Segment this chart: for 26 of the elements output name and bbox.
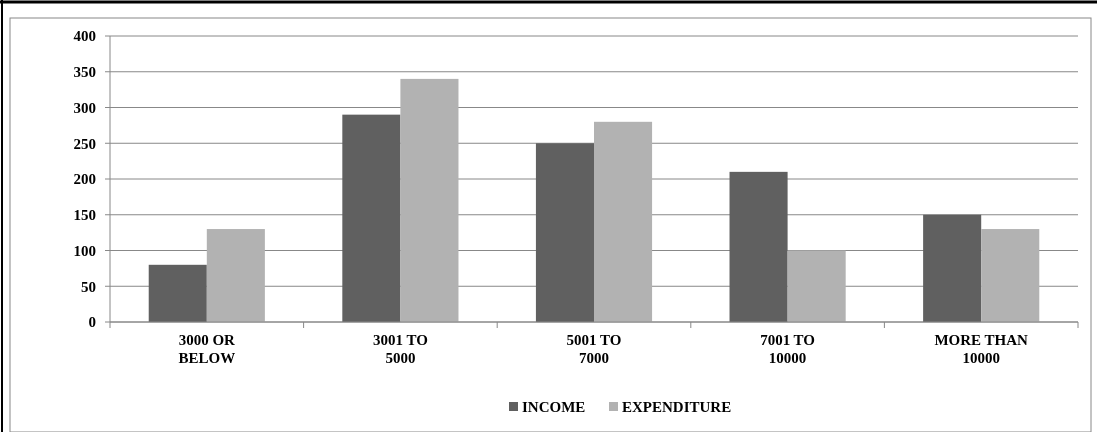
x-tick-label: MORE THAN 10000 <box>934 332 1029 366</box>
legend-label: EXPENDITURE <box>622 399 732 416</box>
y-tick-label: 300 <box>73 99 96 116</box>
y-tick-label: 100 <box>73 242 96 259</box>
legend-label: INCOME <box>522 399 586 416</box>
bar <box>206 229 265 322</box>
y-tick-label: 50 <box>81 278 96 295</box>
y-tick-label: 400 <box>73 28 96 45</box>
x-tick-label: 3001 TO 5000 <box>372 332 428 366</box>
y-tick-label: 200 <box>73 171 96 188</box>
x-tick-label: 5001 TO 7000 <box>566 332 622 366</box>
bar <box>148 264 207 322</box>
bar <box>923 214 982 322</box>
y-tick-label: 0 <box>88 314 96 331</box>
bar <box>342 114 401 322</box>
x-tick-label: 3000 OR BELOW <box>178 332 236 366</box>
y-tick-label: 150 <box>73 207 96 223</box>
bar <box>981 229 1040 322</box>
x-tick-label: 7001 TO 10000 <box>760 332 816 366</box>
y-tick-label: 350 <box>73 64 96 80</box>
bar <box>787 250 846 322</box>
bar <box>729 171 788 322</box>
bar <box>535 143 594 322</box>
bar <box>594 121 653 322</box>
y-tick-label: 250 <box>73 135 96 152</box>
bar <box>400 78 459 322</box>
